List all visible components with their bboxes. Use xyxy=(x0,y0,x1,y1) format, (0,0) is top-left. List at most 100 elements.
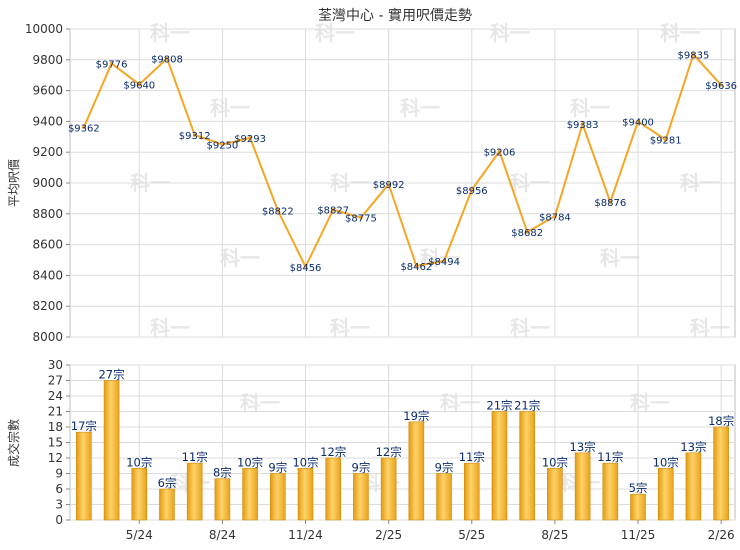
watermark-0: 科一 xyxy=(150,21,190,45)
price-point xyxy=(165,56,169,61)
count-bar xyxy=(380,457,397,521)
count-data-label: 9宗 xyxy=(352,461,371,475)
count-data-label: 18宗 xyxy=(708,414,734,428)
count-data-label: 21宗 xyxy=(514,399,540,413)
price-data-label: $8876 xyxy=(594,198,626,209)
price-y-tick-label: 9800 xyxy=(32,53,63,67)
price-y-tick-label: 9600 xyxy=(32,84,63,98)
price-point xyxy=(663,137,668,142)
count-bar xyxy=(131,468,148,521)
watermark-5: 科一 xyxy=(400,96,440,120)
price-data-label: $9206 xyxy=(484,147,516,158)
count-bar xyxy=(270,473,286,521)
count-data-label: 9宗 xyxy=(435,461,454,475)
price-point xyxy=(109,61,114,66)
count-bar xyxy=(491,411,508,521)
price-data-label: $8775 xyxy=(345,214,377,225)
price-point xyxy=(469,187,474,192)
count-bar xyxy=(657,468,674,521)
count-data-label: 21宗 xyxy=(486,399,512,413)
count-bar xyxy=(519,411,535,521)
count-bar xyxy=(297,468,314,521)
price-line xyxy=(82,52,722,270)
count-bar xyxy=(602,462,619,521)
count-y-tick-label: 3 xyxy=(55,498,63,512)
count-bar xyxy=(353,473,369,521)
count-data-label: 9宗 xyxy=(268,461,287,475)
count-data-label: 13宗 xyxy=(570,440,596,454)
price-point xyxy=(636,119,640,124)
price-data-label: $9293 xyxy=(234,134,266,145)
price-point xyxy=(82,125,86,130)
count-y-tick-label: 15 xyxy=(48,436,63,450)
price-point xyxy=(442,259,446,263)
price-point xyxy=(248,136,252,140)
count-bar xyxy=(103,380,120,521)
watermark-13: 科一 xyxy=(600,246,640,270)
x-tick-label: 2/26 xyxy=(708,528,735,542)
price-data-label: $9636 xyxy=(705,81,737,92)
price-data-label: $9250 xyxy=(206,141,238,152)
x-tick-label: 5/24 xyxy=(126,528,153,542)
price-y-tick-label: 8200 xyxy=(32,299,63,313)
price-data-label: $9808 xyxy=(151,55,183,66)
watermark-1: 科一 xyxy=(315,21,355,45)
watermark-12: 科一 xyxy=(420,246,460,270)
count-y-tick-label: 18 xyxy=(48,420,63,434)
price-data-label: $8956 xyxy=(456,186,488,197)
price-point xyxy=(497,149,502,154)
price-point xyxy=(192,133,197,137)
price-data-label: $9400 xyxy=(622,117,654,128)
count-y-tick-label: 12 xyxy=(48,451,63,465)
price-point xyxy=(414,264,419,268)
count-y-tick-label: 27 xyxy=(48,374,63,388)
price-data-label: $8456 xyxy=(290,263,322,274)
price-y-tick-label: 8600 xyxy=(32,238,63,252)
count-bar xyxy=(159,488,175,521)
price-point xyxy=(137,82,142,87)
count-data-label: 10宗 xyxy=(292,455,318,469)
watermark-16: 科一 xyxy=(510,316,550,340)
count-y-tick-label: 0 xyxy=(55,513,63,527)
count-data-label: 10宗 xyxy=(653,455,679,469)
price-point xyxy=(580,122,585,126)
price-y-tick-label: 9000 xyxy=(32,176,63,190)
count-data-label: 12宗 xyxy=(376,445,402,459)
watermark-6: 科一 xyxy=(570,96,610,120)
count-data-label: 17宗 xyxy=(71,419,97,433)
watermark-17: 科一 xyxy=(690,316,730,340)
price-data-label: $8784 xyxy=(539,212,571,223)
count-y-tick-label: 24 xyxy=(48,389,63,403)
count-data-label: 27宗 xyxy=(98,368,124,382)
count-data-label: 10宗 xyxy=(126,455,152,469)
price-data-label: $9312 xyxy=(179,131,211,142)
price-data-label: $8992 xyxy=(373,180,405,191)
chart-title: 荃灣中心 - 實用呎價走勢 xyxy=(318,7,472,24)
price-data-label: $9835 xyxy=(678,50,710,61)
price-point xyxy=(608,200,613,204)
watermark-2: 科一 xyxy=(490,21,530,45)
price-point xyxy=(359,215,363,220)
price-data-label: $9640 xyxy=(123,80,155,91)
price-point xyxy=(303,264,308,269)
x-tick-label: 11/24 xyxy=(288,528,323,542)
watermark-14: 科一 xyxy=(150,316,190,340)
price-point xyxy=(331,207,336,212)
price-y-tick-label: 9400 xyxy=(32,114,63,128)
count-bar xyxy=(242,468,258,521)
count-data-label: 12宗 xyxy=(320,445,346,459)
price-data-label: $9362 xyxy=(68,123,100,134)
x-tick-label: 2/25 xyxy=(375,528,402,542)
price-point xyxy=(553,214,557,219)
count-axis-label: 成交宗數 xyxy=(6,419,21,467)
price-data-label: $8682 xyxy=(511,228,543,239)
count-data-label: 6宗 xyxy=(158,476,177,490)
watermark-4: 科一 xyxy=(210,96,250,120)
count-bar xyxy=(685,452,702,521)
x-tick-label: 11/25 xyxy=(621,528,656,542)
watermark-3: 科一 xyxy=(660,21,700,45)
price-data-label: $9776 xyxy=(96,59,128,70)
